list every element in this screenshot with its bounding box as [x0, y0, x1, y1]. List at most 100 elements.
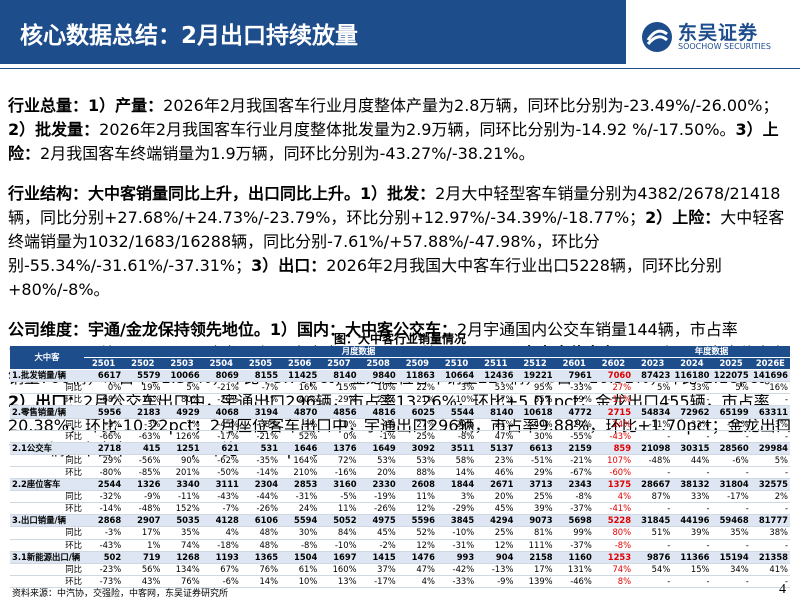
- table-cell: -: [633, 430, 673, 443]
- bold-text: 行业结构：大中客销量同比上升，出口同比上升。1）批发：: [8, 184, 436, 203]
- table-cell: -42%: [436, 563, 477, 576]
- table-cell: 25%: [476, 526, 516, 540]
- row-label: 环比: [10, 466, 84, 480]
- table-cell: 45%: [476, 502, 516, 516]
- table-cell: 9073: [515, 514, 555, 528]
- table-row: 同比 -32% -9% -11% -43% -44% -31% -5% -19% 11% 3% 20%…: [10, 490, 790, 504]
- table-cell: 25%: [515, 490, 555, 504]
- table-cell: 19221: [515, 369, 555, 383]
- table-cell: 5%: [162, 381, 202, 395]
- table-cell: -3%: [280, 418, 320, 431]
- table-cell: 139%: [515, 575, 555, 588]
- table-cell: -18%: [201, 539, 241, 552]
- group-header: 月度数据: [84, 346, 634, 359]
- table-cell: 1376: [319, 442, 359, 455]
- table-cell: 31804: [711, 478, 751, 492]
- table-cell: 4772: [554, 405, 594, 419]
- table-cell: 74%: [162, 539, 202, 552]
- table-cell: 35%: [162, 526, 202, 540]
- table-cell: -43%: [84, 539, 124, 552]
- table-cell: 502: [84, 551, 124, 564]
- table-cell: -9%: [123, 490, 163, 504]
- table-row: 同比 29% -56% 90% -62% -35% 164% 72% 53% 53% 58% 23% -…: [10, 454, 790, 467]
- table-cell: -59%: [554, 393, 594, 407]
- table-cell: 13%: [319, 575, 359, 588]
- table-cell: 38%: [750, 526, 790, 540]
- table-cell: -11%: [162, 490, 202, 504]
- table-cell: 10%: [319, 418, 359, 431]
- table-cell: 40%: [280, 393, 320, 407]
- table-cell: 3160: [319, 478, 359, 492]
- table-cell: 31845: [633, 514, 673, 528]
- table-cell: 4856: [319, 405, 359, 419]
- table-cell: -11%: [593, 393, 634, 407]
- table-row: 同比 -3% 17% 35% 4% 48% 30% 84% 45% 52% -10% 25% 81% 99…: [10, 526, 790, 540]
- column-header: 2508: [358, 357, 398, 371]
- table-cell: 1268: [162, 551, 202, 564]
- table-row: 2.2座位客车 2544 1326 3340 3111 2304 2853 3160 2330 2…: [10, 478, 790, 492]
- table-cell: -80%: [84, 466, 124, 480]
- table-cell: 21358: [750, 551, 790, 564]
- table-cell: -7%: [201, 502, 241, 516]
- table-cell: 9840: [358, 369, 398, 383]
- table-cell: -: [711, 393, 751, 407]
- table-cell: 32575: [750, 478, 790, 492]
- table-cell: 29%: [84, 454, 124, 467]
- table-cell: 84%: [319, 526, 359, 540]
- table-cell: -8%: [593, 539, 634, 552]
- table-cell: 39%: [515, 502, 555, 516]
- table-cell: -17%: [201, 430, 241, 443]
- table-cell: 95%: [515, 381, 555, 395]
- table-cell: 1476: [397, 551, 437, 564]
- table-cell: 19%: [123, 381, 163, 395]
- row-label: 环比: [10, 502, 84, 516]
- table-cell: 1375: [593, 478, 634, 492]
- table-cell: 72%: [319, 454, 359, 467]
- column-header: 2602: [593, 357, 634, 371]
- logo-text: 东吴证券: [678, 22, 759, 44]
- column-header: 2601: [554, 357, 594, 371]
- table-cell: 80%: [162, 393, 202, 407]
- table-cell: 1160: [554, 551, 594, 564]
- table-cell: 6025: [397, 405, 437, 419]
- table-cell: 1326: [123, 478, 163, 492]
- table-cell: 164%: [280, 454, 320, 467]
- table-cell: -44%: [240, 490, 281, 504]
- table-cell: -: [711, 502, 751, 516]
- table-cell: 10664: [436, 369, 477, 383]
- table-cell: 37%: [358, 563, 398, 576]
- table-cell: 29984: [750, 442, 790, 455]
- text: 2月大中轻型客车销量分别为4382/2678/21418辆，同比分别+27.68…: [8, 184, 781, 227]
- table-cell: 122075: [711, 369, 751, 383]
- table-cell: -37%: [554, 502, 594, 516]
- column-header: 2504: [201, 357, 241, 371]
- table-cell: 0%: [319, 430, 359, 443]
- table-cell: 5035: [162, 514, 202, 528]
- row-label: 2.零售销量/辆: [10, 405, 84, 419]
- table-cell: 81777: [750, 514, 790, 528]
- table-cell: 23%: [476, 454, 516, 467]
- table-cell: -10%: [436, 526, 477, 540]
- table-cell: -: [672, 393, 712, 407]
- table-cell: 5228: [593, 514, 634, 528]
- table-row: 环比 -73% 43% 76% -6% 14% 10% 13% -17% 4% -33% -9% 139…: [10, 575, 790, 588]
- table-cell: -: [633, 575, 673, 588]
- row-label: 3.1新能源出口/辆: [10, 551, 84, 564]
- row-label: 同比: [10, 381, 84, 395]
- table-cell: 7%: [162, 418, 202, 431]
- logo-icon: [642, 22, 672, 52]
- table-row: 环比 -14% -48% 152% -7% -26% 24% 11% -26% 12% -29% 45…: [10, 502, 790, 516]
- table-cell: -3%: [123, 418, 163, 431]
- table-cell: 1697: [319, 551, 359, 564]
- table-cell: 55%: [515, 393, 555, 407]
- table-row: 同比 -3% -3% 7% -45% -38% -3% 10% 4% 27% 29% 21% -40% -…: [10, 418, 790, 431]
- table-cell: -50%: [201, 466, 241, 480]
- column-header: 2512: [515, 357, 555, 371]
- table-cell: -: [750, 575, 790, 588]
- table-cell: -: [750, 539, 790, 552]
- table-cell: 126%: [162, 430, 202, 443]
- table-cell: 10618: [515, 405, 555, 419]
- table-cell: 1193: [201, 551, 241, 564]
- table-cell: 52%: [280, 430, 320, 443]
- table-cell: -21%: [201, 381, 241, 395]
